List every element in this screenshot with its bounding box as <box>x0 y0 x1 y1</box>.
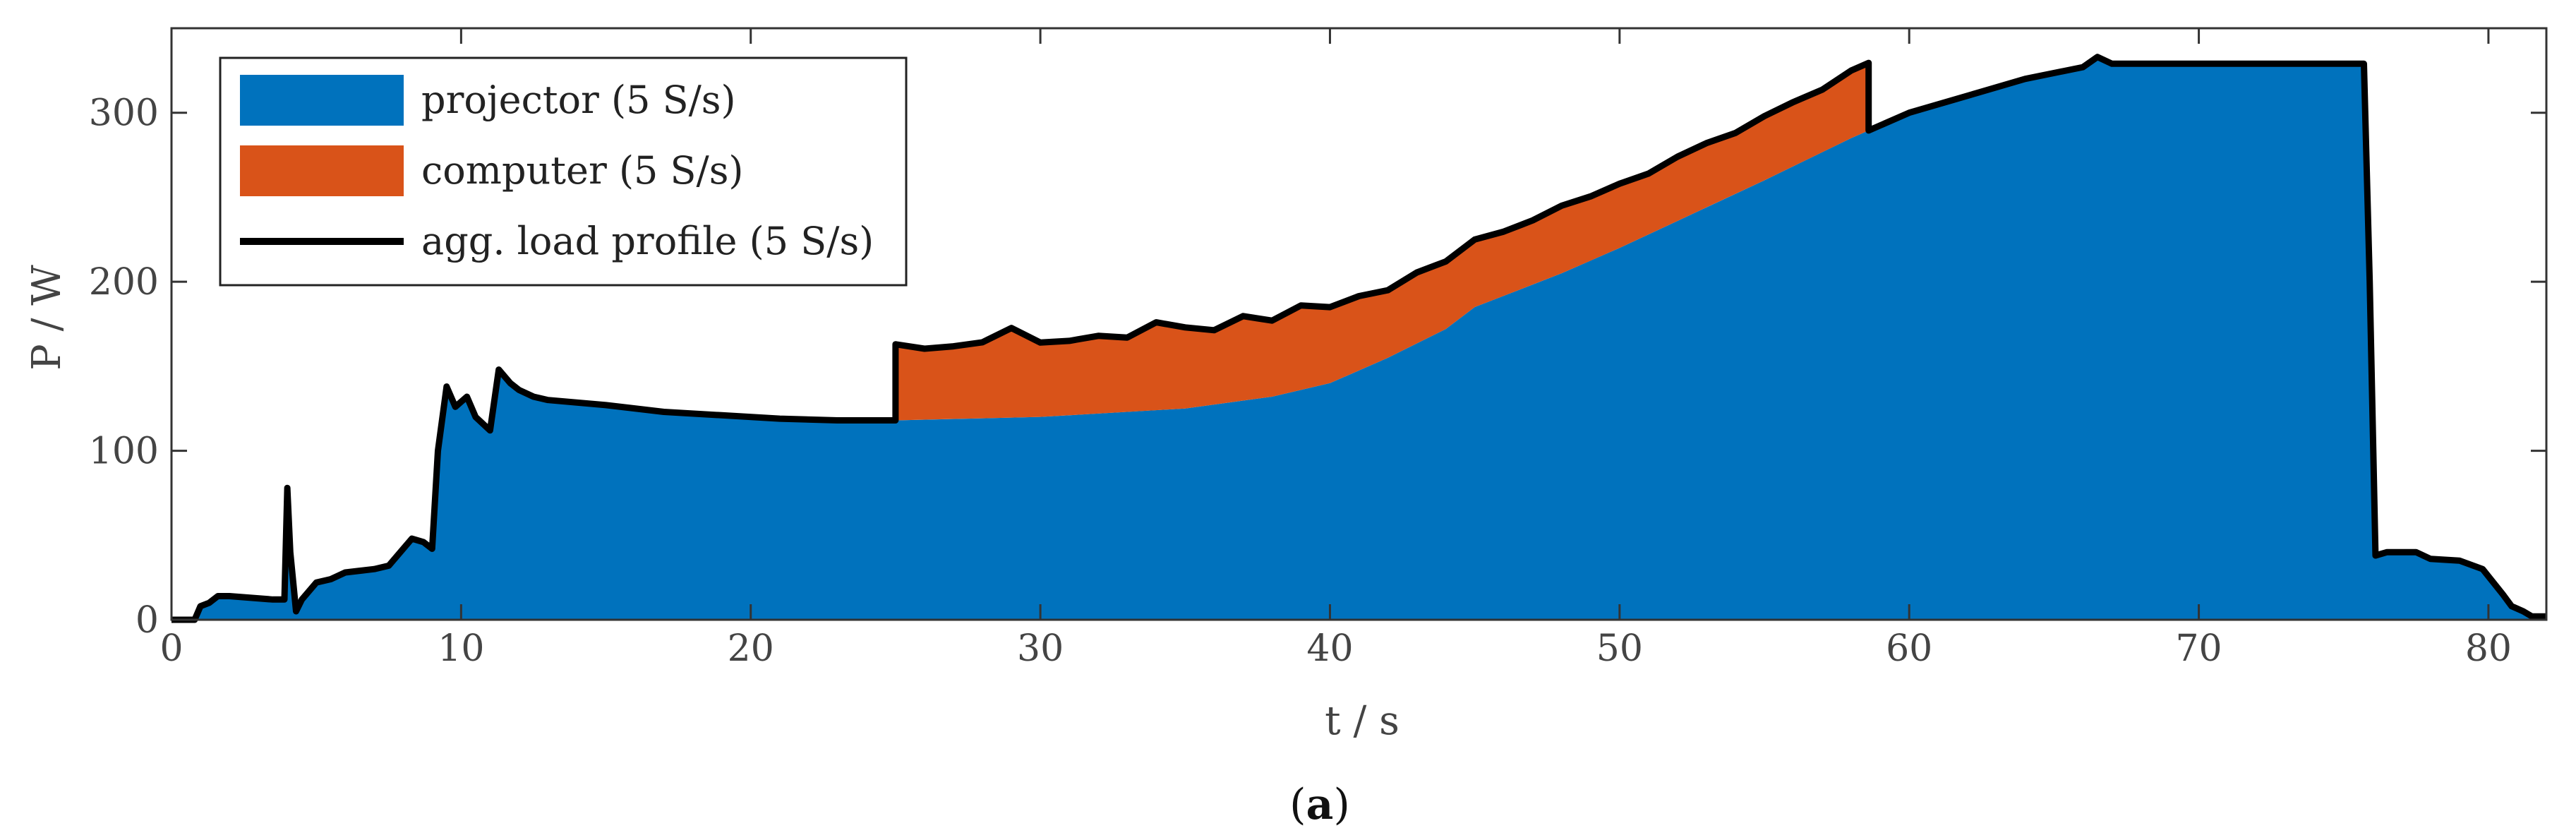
panel-label-open: ( <box>1289 780 1306 829</box>
legend-swatch-projector <box>240 75 404 126</box>
x-tick-label: 10 <box>438 628 484 670</box>
panel-label: (a) <box>1289 780 1350 829</box>
plot-area <box>171 54 2546 623</box>
x-axis-label: t / s <box>1325 698 1400 744</box>
x-tick-label: 80 <box>2465 628 2512 670</box>
panel-label-close: ) <box>1333 780 1349 829</box>
x-tick-label: 0 <box>160 628 183 670</box>
axes: 0 10 20 30 40 50 60 70 80 0 100 200 300 <box>89 27 2548 670</box>
legend-label-projector: projector (5 S/s) <box>421 78 736 122</box>
y-tick-label: 300 <box>89 92 159 135</box>
x-tick-label: 60 <box>1886 628 1932 670</box>
legend-swatch-computer <box>240 145 404 196</box>
legend-label-aggregate: agg. load profile (5 S/s) <box>421 219 874 263</box>
panel-label-letter: a <box>1306 780 1334 829</box>
y-tick-label: 0 <box>136 599 159 642</box>
axes-box <box>170 27 2548 621</box>
legend-label-computer: computer (5 S/s) <box>421 148 744 193</box>
x-tick-label: 40 <box>1306 628 1353 670</box>
x-tick-label: 50 <box>1596 628 1643 670</box>
x-tick-label: 30 <box>1017 628 1064 670</box>
aggregate-load-line <box>171 54 2546 623</box>
x-tick-label: 70 <box>2175 628 2222 670</box>
computer-area <box>895 63 1869 421</box>
y-tick-label: 100 <box>89 431 159 473</box>
x-tick-label: 20 <box>728 628 774 670</box>
y-tick-label: 200 <box>89 261 159 304</box>
y-axis-label: P / W <box>24 265 70 371</box>
legend: projector (5 S/s) computer (5 S/s) agg. lo… <box>219 56 908 287</box>
projector-area <box>171 56 2546 620</box>
